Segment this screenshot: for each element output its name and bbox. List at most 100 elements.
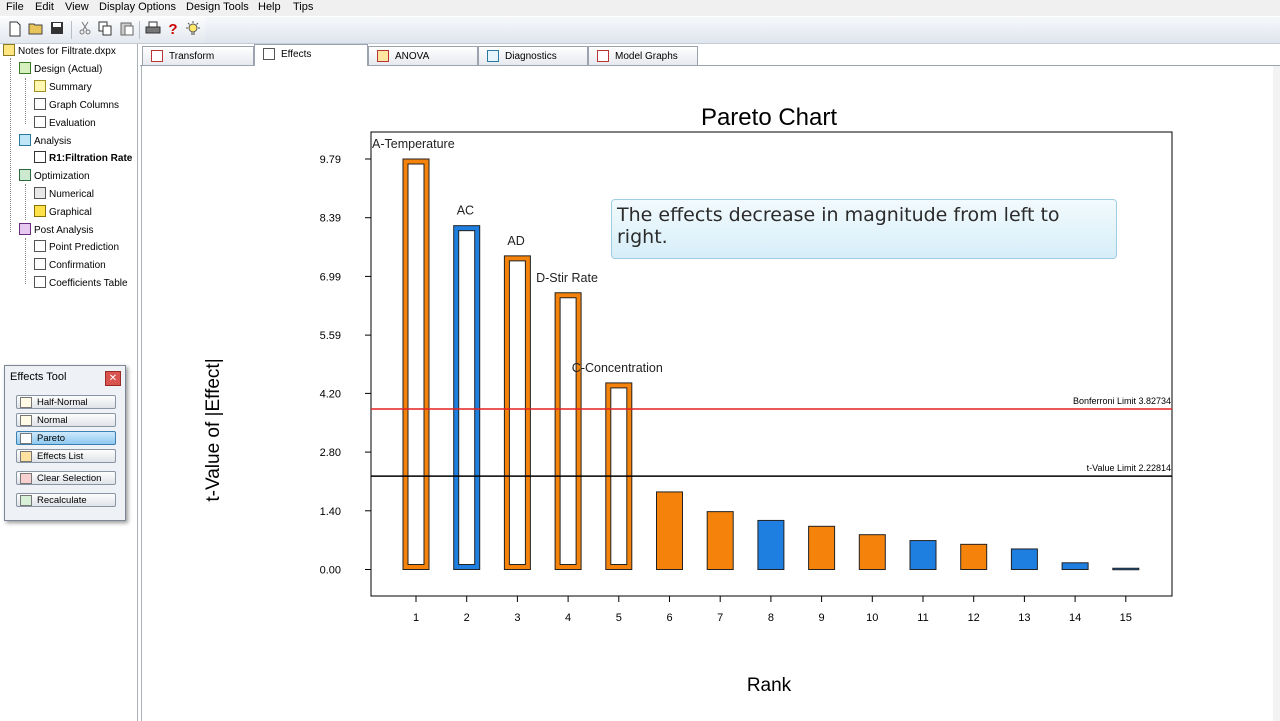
transform-icon: [151, 50, 163, 62]
y-tick-label: 9.79: [320, 154, 341, 166]
effect-bar: [706, 511, 734, 571]
x-tick-label: 6: [666, 612, 672, 624]
x-tick-label: 8: [768, 612, 774, 624]
tree-item-confirmation[interactable]: Confirmation: [34, 258, 106, 274]
effect-bar: [858, 534, 886, 571]
graph-icon: [34, 98, 46, 110]
tree-item-evaluation[interactable]: Evaluation: [34, 116, 96, 132]
save-icon[interactable]: [48, 21, 66, 39]
bar-label: A-Temperature: [372, 137, 455, 151]
x-tick-label: 3: [514, 612, 520, 624]
bar-label: AD: [507, 234, 524, 248]
bar-selected-marker: [407, 163, 425, 565]
x-tick-label: 2: [464, 612, 470, 624]
menu-help[interactable]: Help: [258, 1, 281, 13]
half-normal-button[interactable]: Half-Normal: [16, 395, 116, 409]
y-tick-label: 4.20: [320, 388, 341, 400]
x-tick-label: 7: [717, 612, 723, 624]
x-tick-label: 11: [917, 612, 928, 624]
menu-display-options[interactable]: Display Options: [99, 1, 177, 13]
pareto-button[interactable]: Pareto: [16, 431, 116, 445]
effect-bar: [757, 519, 785, 570]
help-icon[interactable]: ?: [168, 21, 178, 38]
tree-item-post-analysis[interactable]: Post Analysis: [19, 223, 93, 239]
menu-view[interactable]: View: [65, 1, 89, 13]
copy-icon[interactable]: [96, 21, 114, 39]
effects-list-button[interactable]: Effects List: [16, 449, 116, 463]
tree-item-graph-columns[interactable]: Graph Columns: [34, 98, 119, 114]
close-icon[interactable]: ✕: [105, 371, 121, 386]
effect-bar: [1061, 562, 1089, 570]
tab-anova[interactable]: ANOVA: [368, 46, 478, 65]
reference-lines: Bonferroni Limit 3.82734 t-Value Limit 2.…: [371, 396, 1172, 477]
menu-design-tools[interactable]: Design Tools: [186, 1, 249, 13]
pareto-icon: [20, 433, 32, 444]
normal-button[interactable]: Normal: [16, 413, 116, 427]
y-tick-label: 6.99: [320, 271, 341, 283]
tree-item-r1-filtration-rate[interactable]: R1:Filtration Rate: [34, 151, 132, 167]
effect-bar: [909, 540, 937, 571]
chart-area[interactable]: Pareto Chart t-Value of |Effect| Rank 0.…: [141, 66, 1275, 721]
tree-item-design[interactable]: Design (Actual): [19, 62, 102, 78]
tree-root-notes[interactable]: Notes for Filtrate.dxpx: [3, 44, 116, 60]
diagnostics-icon: [487, 50, 499, 62]
prediction-icon: [34, 240, 46, 252]
folder-icon: [3, 44, 15, 56]
effect-bar: [808, 525, 836, 571]
menu-edit[interactable]: Edit: [35, 1, 54, 13]
reference-line-label: Bonferroni Limit 3.82734: [1073, 396, 1171, 406]
response-icon: [34, 151, 46, 163]
x-tick-label: 10: [866, 612, 878, 624]
tab-transform[interactable]: Transform: [142, 46, 254, 65]
x-tick-label: 13: [1018, 612, 1030, 624]
tab-diagnostics[interactable]: Diagnostics: [478, 46, 588, 65]
recalculate-button[interactable]: Recalculate: [16, 493, 116, 507]
bar-labels: A-Temperature AC AD D-Stir Rate C-Concentrat…: [372, 137, 663, 375]
menu-bar: File Edit View Display Options Design To…: [0, 0, 1280, 16]
grid-icon: [19, 62, 31, 74]
numerical-icon: [34, 187, 46, 199]
bar-label: C-Concentration: [572, 361, 663, 375]
x-tick-label: 9: [819, 612, 825, 624]
effect-bar: [1010, 548, 1038, 571]
effects-tool-title: Effects Tool: [10, 371, 67, 383]
lightbulb-icon[interactable]: [184, 21, 202, 39]
tab-effects[interactable]: Effects: [254, 44, 368, 66]
y-tick-label: 1.40: [320, 506, 341, 518]
tree-item-graphical[interactable]: Graphical: [34, 205, 92, 221]
tree-item-summary[interactable]: Summary: [34, 80, 92, 96]
paste-icon[interactable]: [117, 21, 135, 39]
menu-tips[interactable]: Tips: [293, 1, 314, 13]
tree-item-coefficients-table[interactable]: Coefficients Table: [34, 276, 128, 292]
tab-model-graphs[interactable]: Model Graphs: [588, 46, 698, 65]
tree-item-optimization[interactable]: Optimization: [19, 169, 90, 185]
new-file-icon[interactable]: [6, 21, 24, 39]
bar-selected-marker: [458, 230, 476, 565]
effect-bar: [656, 491, 683, 570]
tree-item-numerical[interactable]: Numerical: [34, 187, 94, 203]
clear-selection-button[interactable]: Clear Selection: [16, 471, 116, 485]
effect-bar: [960, 543, 988, 570]
pareto-chart[interactable]: Pareto Chart t-Value of |Effect| Rank 0.…: [142, 66, 1275, 721]
cut-icon[interactable]: [76, 21, 94, 39]
y-tick-label: 2.80: [320, 447, 341, 459]
tree-item-point-prediction[interactable]: Point Prediction: [34, 240, 119, 256]
bar-selected-marker: [559, 297, 577, 565]
plot-frame: [370, 131, 1173, 597]
tree-item-analysis[interactable]: Analysis: [19, 134, 71, 150]
x-tick-label: 14: [1069, 612, 1081, 624]
effects-icon: [263, 48, 275, 60]
print-icon[interactable]: [144, 21, 162, 39]
graphical-icon: [34, 205, 46, 217]
post-analysis-icon: [19, 223, 31, 235]
scrollbar[interactable]: [1273, 66, 1280, 721]
view-tabs: Transform Effects ANOVA Diagnostics Mode…: [140, 44, 1280, 66]
toolbar-empty-area: [205, 17, 1280, 43]
magnifier-icon: [34, 116, 46, 128]
x-tick-label: 4: [565, 612, 571, 624]
model-graphs-icon: [597, 50, 609, 62]
open-folder-icon[interactable]: [27, 21, 45, 39]
table-icon: [34, 276, 46, 288]
confirmation-icon: [34, 258, 46, 270]
menu-file[interactable]: File: [6, 1, 24, 13]
